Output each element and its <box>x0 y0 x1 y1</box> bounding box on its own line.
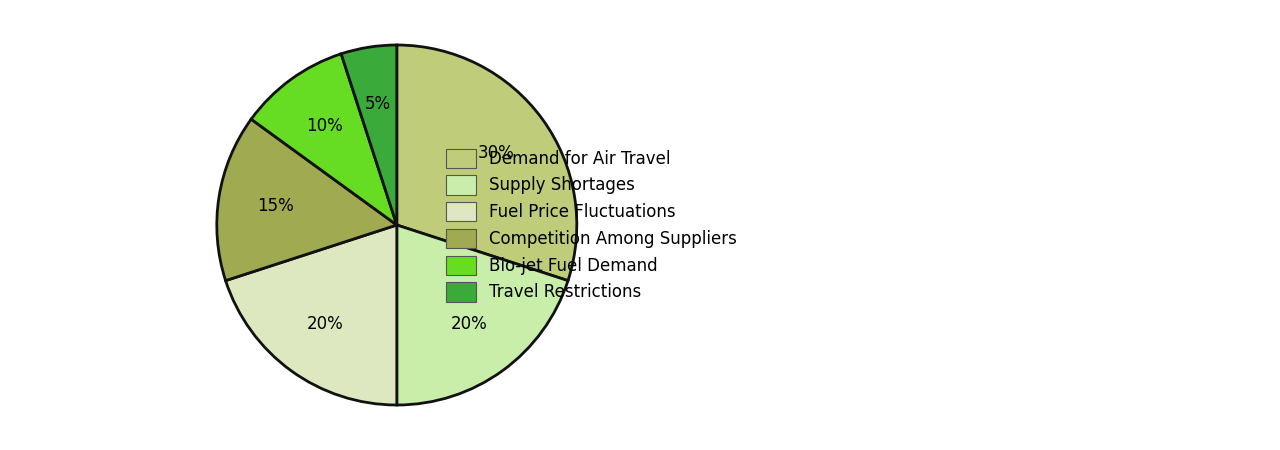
Text: 5%: 5% <box>365 95 390 113</box>
Wedge shape <box>251 54 397 225</box>
Wedge shape <box>216 119 397 281</box>
Text: 30%: 30% <box>477 144 515 162</box>
Text: 20%: 20% <box>451 315 488 333</box>
Wedge shape <box>225 225 397 405</box>
Text: 10%: 10% <box>306 117 343 135</box>
Text: 15%: 15% <box>257 197 294 215</box>
Text: 20%: 20% <box>306 315 343 333</box>
Legend: Demand for Air Travel, Supply Shortages, Fuel Price Fluctuations, Competition Am: Demand for Air Travel, Supply Shortages,… <box>442 144 742 306</box>
Wedge shape <box>342 45 397 225</box>
Wedge shape <box>397 225 568 405</box>
Wedge shape <box>397 45 577 281</box>
